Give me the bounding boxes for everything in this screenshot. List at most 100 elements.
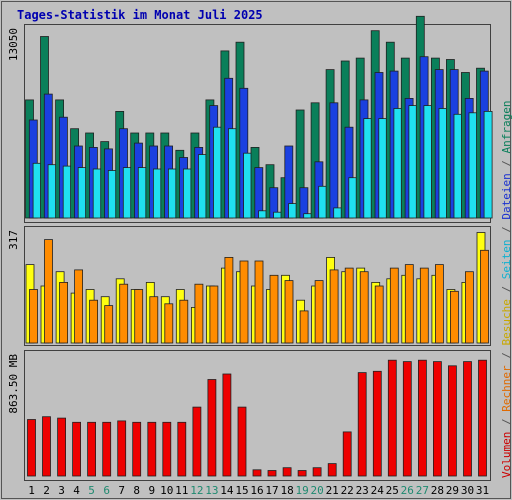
chart-title: Tages-Statistik im Monat Juli 2025 — [17, 8, 263, 22]
bar-rechner-day-5 — [89, 299, 98, 344]
bar-volumen-day-10 — [162, 421, 172, 477]
bar-seiten-day-12 — [198, 154, 207, 219]
x-tick-day-20: 20 — [310, 484, 323, 497]
bar-rechner-day-10 — [164, 303, 174, 344]
x-tick-day-26: 26 — [401, 484, 414, 497]
bar-rechner-day-3 — [59, 281, 68, 344]
x-tick-day-27: 27 — [416, 484, 429, 497]
legend-separator: / — [500, 279, 512, 300]
panel-frame-bottom — [24, 350, 491, 481]
x-tick-day-15: 15 — [235, 484, 248, 497]
legend-volumen: Volumen — [500, 431, 512, 478]
bar-rechner-day-25 — [389, 267, 399, 344]
bar-seiten-day-13 — [213, 126, 222, 219]
bar-volumen-day-22 — [342, 431, 352, 477]
bar-volumen-day-17 — [267, 470, 277, 477]
bar-seiten-day-11 — [182, 168, 192, 219]
bar-seiten-day-10 — [167, 168, 177, 219]
bar-seiten-day-23 — [363, 118, 373, 219]
bar-rechner-day-7 — [119, 283, 129, 344]
bar-volumen-day-19 — [297, 470, 307, 477]
bar-rechner-day-8 — [134, 289, 144, 344]
x-tick-day-16: 16 — [250, 484, 263, 497]
x-tick-day-18: 18 — [280, 484, 293, 497]
bar-seiten-day-28 — [438, 108, 448, 219]
bar-seiten-day-1 — [32, 162, 42, 219]
bar-rechner-day-13 — [209, 285, 219, 344]
bar-volumen-day-7 — [117, 420, 127, 477]
scale-label-top: 13050 — [7, 28, 20, 61]
x-tick-day-5: 5 — [88, 484, 95, 497]
x-tick-day-3: 3 — [58, 484, 65, 497]
bar-seiten-day-25 — [393, 108, 403, 219]
bar-rechner-day-29 — [449, 290, 459, 344]
bar-volumen-day-18 — [282, 467, 292, 477]
x-tick-day-8: 8 — [133, 484, 140, 497]
bar-seiten-day-27 — [423, 105, 433, 219]
x-tick-day-4: 4 — [73, 484, 80, 497]
bar-seiten-day-20 — [318, 185, 328, 219]
scale-label-bottom: 863.50 MB — [7, 354, 20, 414]
bar-volumen-day-15 — [237, 406, 247, 477]
bar-volumen-day-27 — [417, 359, 427, 477]
x-tick-day-6: 6 — [103, 484, 110, 497]
bar-volumen-day-23 — [357, 372, 367, 477]
legend-besuche: Besuche — [500, 299, 512, 346]
bar-seiten-day-30 — [468, 112, 478, 219]
bar-dateien-day-21 — [329, 102, 339, 219]
bar-rechner-day-2 — [44, 239, 53, 344]
bar-rechner-day-4 — [74, 269, 83, 344]
bar-volumen-day-12 — [192, 406, 202, 477]
x-tick-day-14: 14 — [220, 484, 234, 497]
bar-seiten-day-8 — [137, 167, 147, 219]
x-tick-day-28: 28 — [431, 484, 444, 497]
bar-seiten-day-16 — [258, 210, 268, 219]
x-tick-day-31: 31 — [476, 484, 489, 497]
bar-rechner-day-9 — [149, 296, 159, 344]
legend-dateien: Dateien — [500, 173, 512, 220]
x-tick-day-13: 13 — [205, 484, 218, 497]
bar-volumen-day-24 — [372, 370, 382, 477]
bar-rechner-day-22 — [344, 267, 354, 344]
bar-seiten-day-15 — [243, 152, 253, 219]
legend-rechner: Rechner — [500, 365, 512, 412]
bar-volumen-day-13 — [207, 379, 217, 477]
bar-rechner-day-27 — [419, 267, 429, 344]
bar-seiten-day-24 — [378, 118, 388, 219]
x-tick-day-25: 25 — [386, 484, 399, 497]
x-tick-day-2: 2 — [43, 484, 50, 497]
bar-volumen-day-6 — [102, 421, 112, 477]
bar-rechner-day-30 — [464, 271, 474, 344]
x-tick-day-12: 12 — [190, 484, 203, 497]
bar-rechner-day-12 — [194, 283, 204, 344]
bar-volumen-day-29 — [447, 365, 457, 477]
bar-volumen-day-31 — [478, 359, 487, 477]
bar-seiten-day-5 — [92, 168, 102, 219]
bar-volumen-day-5 — [87, 421, 96, 477]
legend-anfragen: Anfragen — [500, 100, 512, 154]
legend-separator: / — [500, 219, 512, 240]
bar-rechner-day-15 — [239, 260, 249, 344]
bar-rechner-day-19 — [299, 310, 309, 344]
bar-seiten-day-2 — [47, 164, 57, 219]
legend-separator: / — [500, 411, 512, 432]
legend-separator: / — [500, 345, 512, 366]
x-tick-day-24: 24 — [371, 484, 385, 497]
bar-volumen-day-28 — [432, 361, 442, 477]
x-tick-day-7: 7 — [118, 484, 125, 497]
bar-volumen-day-8 — [132, 421, 142, 477]
scale-label-middle: 317 — [7, 230, 20, 250]
bar-volumen-day-11 — [177, 421, 187, 477]
bar-seiten-day-7 — [122, 167, 132, 219]
bar-seiten-day-9 — [152, 168, 162, 219]
bar-seiten-day-3 — [62, 165, 72, 219]
bar-seiten-day-6 — [107, 170, 117, 219]
chart-legend: Volumen / Rechner / Besuche / Seiten / D… — [500, 100, 512, 478]
bar-volumen-day-26 — [402, 361, 412, 477]
bar-volumen-day-14 — [222, 373, 232, 477]
x-tick-day-1: 1 — [28, 484, 35, 497]
bar-rechner-day-16 — [254, 260, 264, 344]
